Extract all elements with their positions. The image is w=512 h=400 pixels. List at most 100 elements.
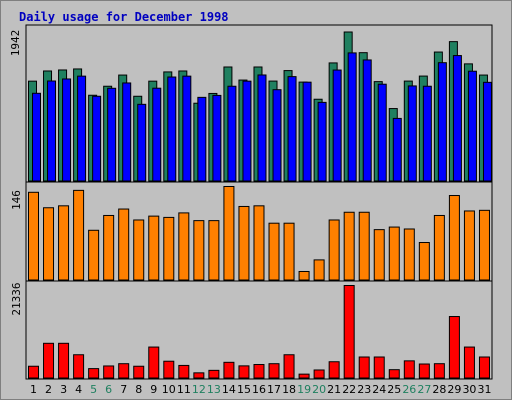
bar-panel3-day-15 bbox=[238, 365, 250, 379]
x-tick-day-21: 21 bbox=[327, 383, 341, 396]
panel-y-label: 1942 bbox=[9, 30, 22, 57]
bar-panel1-series2-day-28 bbox=[437, 62, 447, 182]
bar-panel3-day-22 bbox=[343, 285, 355, 379]
x-tick-day-4: 4 bbox=[75, 383, 82, 396]
x-tick-day-2: 2 bbox=[45, 383, 52, 396]
x-tick-labels: 1 2 3 4 5 6 7 8 9 10 11 12 13 14 15 16 17 18 19 20 21 22 23 24 2… bbox=[30, 383, 491, 396]
bar-panel3-day-23 bbox=[358, 356, 370, 379]
x-tick-day-23: 23 bbox=[357, 383, 371, 396]
bar-panel2-day-23 bbox=[358, 211, 370, 281]
bar-panel1-series2-day-4 bbox=[77, 75, 87, 182]
bar-panel1-series2-day-20 bbox=[317, 101, 327, 182]
bar-panel1-series2-day-31 bbox=[482, 81, 492, 182]
x-tick-day-18: 18 bbox=[282, 383, 296, 396]
bar-panel3-day-5 bbox=[88, 368, 100, 379]
bar-panel3-day-8 bbox=[133, 365, 145, 379]
bar-panel3-day-14 bbox=[223, 361, 235, 379]
panel-1: 1942 bbox=[9, 24, 493, 183]
bar-panel3-day-30 bbox=[463, 346, 475, 379]
bar-panel2-day-5 bbox=[88, 229, 100, 281]
bar-panel1-series2-day-19 bbox=[302, 81, 312, 182]
bar-panel2-day-2 bbox=[43, 207, 55, 281]
bar-panel1-series2-day-16 bbox=[257, 74, 267, 182]
bar-panel2-day-8 bbox=[133, 219, 145, 281]
bar-panel3-day-9 bbox=[148, 346, 160, 379]
x-tick-day-12: 12 bbox=[192, 383, 206, 396]
bar-panel2-day-20 bbox=[313, 259, 325, 281]
bar-panel1-series2-day-2 bbox=[47, 80, 57, 182]
x-tick-day-22: 22 bbox=[342, 383, 356, 396]
bar-panel1-series2-day-15 bbox=[242, 80, 252, 182]
bar-panel2-day-25 bbox=[388, 226, 400, 281]
x-tick-day-5: 5 bbox=[90, 383, 97, 396]
bar-panel1-series2-day-3 bbox=[62, 78, 72, 182]
bar-panel2-day-26 bbox=[403, 228, 415, 281]
x-tick-day-26: 26 bbox=[402, 383, 416, 396]
bar-panel3-day-31 bbox=[478, 356, 490, 379]
x-tick-day-1: 1 bbox=[30, 383, 37, 396]
bar-panel1-series2-day-8 bbox=[137, 103, 147, 182]
bar-panel3-day-7 bbox=[118, 363, 130, 379]
bar-panel2-day-12 bbox=[193, 220, 205, 281]
chart-title: Daily usage for December 1998 bbox=[19, 10, 229, 24]
bar-panel1-series2-day-9 bbox=[152, 87, 162, 182]
x-tick-day-16: 16 bbox=[252, 383, 266, 396]
x-tick-day-20: 20 bbox=[312, 383, 326, 396]
x-tick-day-29: 29 bbox=[447, 383, 461, 396]
x-tick-day-6: 6 bbox=[105, 383, 112, 396]
bar-panel3-day-21 bbox=[328, 361, 340, 379]
bar-panel1-series2-day-18 bbox=[287, 76, 297, 182]
x-tick-day-8: 8 bbox=[135, 383, 142, 396]
bar-panel2-day-29 bbox=[448, 195, 460, 281]
bar-panel1-series2-day-26 bbox=[407, 85, 417, 182]
panel-2: 146 bbox=[10, 181, 493, 282]
bar-panel1-series2-day-11 bbox=[182, 75, 192, 182]
bar-panel1-series2-day-7 bbox=[122, 82, 132, 182]
panel-y-label: 21336 bbox=[10, 282, 23, 315]
bar-panel3-day-3 bbox=[58, 342, 70, 379]
x-tick-day-30: 30 bbox=[462, 383, 476, 396]
bar-panel3-day-1 bbox=[28, 365, 39, 379]
bar-panel1-series2-day-24 bbox=[377, 83, 387, 182]
x-tick-day-13: 13 bbox=[207, 383, 221, 396]
bar-panel2-day-19 bbox=[298, 270, 310, 281]
bar-panel3-day-29 bbox=[448, 316, 460, 379]
bar-panel2-day-28 bbox=[433, 214, 445, 281]
bar-panel3-day-26 bbox=[403, 360, 415, 379]
x-tick-day-17: 17 bbox=[267, 383, 281, 396]
bar-panel2-day-3 bbox=[58, 205, 70, 281]
bar-panel2-day-10 bbox=[163, 216, 175, 281]
bar-panel2-day-15 bbox=[238, 205, 250, 281]
bar-panel3-day-28 bbox=[433, 363, 445, 379]
x-tick-day-31: 31 bbox=[477, 383, 491, 396]
bar-panel2-day-27 bbox=[418, 242, 430, 281]
bar-panel1-series2-day-23 bbox=[362, 59, 372, 182]
bar-panel3-day-17 bbox=[268, 363, 280, 379]
bar-panel1-series2-day-29 bbox=[452, 55, 462, 182]
bar-panel2-day-17 bbox=[268, 222, 280, 281]
x-tick-day-9: 9 bbox=[150, 383, 157, 396]
x-tick-day-25: 25 bbox=[387, 383, 401, 396]
bar-panel1-series2-day-14 bbox=[227, 85, 237, 182]
bar-panel2-day-9 bbox=[148, 215, 160, 281]
bar-panel2-day-6 bbox=[103, 214, 115, 281]
bar-panel1-series2-day-1 bbox=[32, 92, 41, 182]
bar-panel1-series2-day-25 bbox=[392, 117, 402, 182]
bar-panel3-day-11 bbox=[178, 364, 190, 379]
bar-panel2-day-13 bbox=[208, 220, 220, 281]
bar-panel3-day-12 bbox=[193, 372, 205, 379]
bar-panel1-series2-day-5 bbox=[92, 95, 102, 182]
x-tick-day-15: 15 bbox=[237, 383, 251, 396]
bar-panel1-series2-day-10 bbox=[167, 76, 177, 182]
bar-panel2-day-16 bbox=[253, 205, 265, 281]
bar-panel3-day-24 bbox=[373, 356, 385, 379]
x-tick-day-28: 28 bbox=[432, 383, 446, 396]
bar-panel1-series2-day-17 bbox=[272, 89, 282, 182]
bar-panel2-day-21 bbox=[328, 219, 340, 281]
panel-y-label: 146 bbox=[10, 190, 23, 210]
bar-panel3-day-13 bbox=[208, 369, 220, 379]
x-tick-day-10: 10 bbox=[162, 383, 176, 396]
x-tick-day-7: 7 bbox=[120, 383, 127, 396]
bar-panel2-day-18 bbox=[283, 222, 295, 281]
